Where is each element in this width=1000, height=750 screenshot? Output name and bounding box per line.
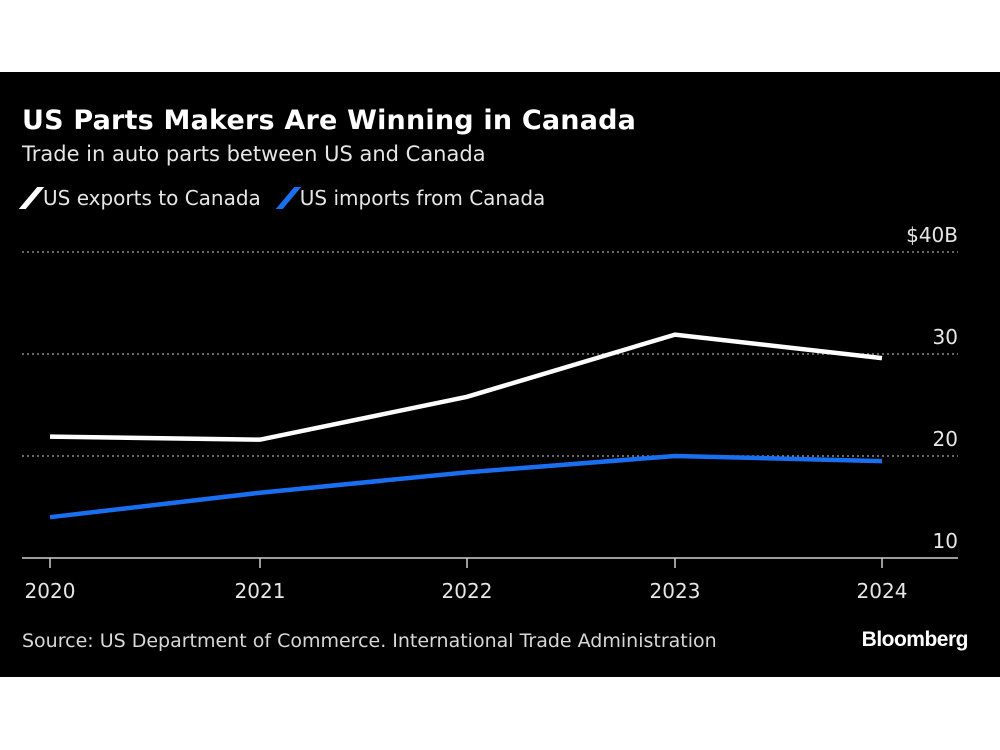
y-tick-label: 20	[933, 427, 958, 451]
bloomberg-logo: Bloomberg	[861, 628, 969, 651]
x-tick-label: 2023	[650, 579, 701, 603]
legend: US exports to Canada US imports from Can…	[18, 186, 546, 210]
series-line-exports	[49, 332, 883, 442]
source-note: Source: US Department of Commerce. Inter…	[22, 630, 717, 652]
x-tick-label: 2021	[235, 579, 286, 603]
y-tick-label: 30	[933, 325, 958, 349]
chart-panel: US Parts Makers Are Winning in Canada Tr…	[0, 72, 1000, 677]
chart-title: US Parts Makers Are Winning in Canada	[22, 105, 637, 136]
chart-subtitle: Trade in auto parts between US and Canad…	[22, 142, 486, 166]
y-tick-label: 10	[933, 529, 958, 553]
x-tick-label: 2020	[25, 579, 76, 603]
x-tick-label: 2024	[857, 579, 908, 603]
x-tick-label: 2022	[442, 579, 493, 603]
legend-label-exports: US exports to Canada	[43, 186, 261, 210]
legend-item-exports: US exports to Canada	[18, 186, 261, 210]
plot-area: 10 20 30 $40B 2020 2021 2022 2023 2024	[22, 223, 958, 603]
series-line-imports	[49, 453, 883, 520]
y-tick-label: $40B	[906, 223, 958, 247]
legend-item-imports: US imports from Canada	[275, 186, 546, 210]
legend-label-imports: US imports from Canada	[299, 186, 546, 210]
